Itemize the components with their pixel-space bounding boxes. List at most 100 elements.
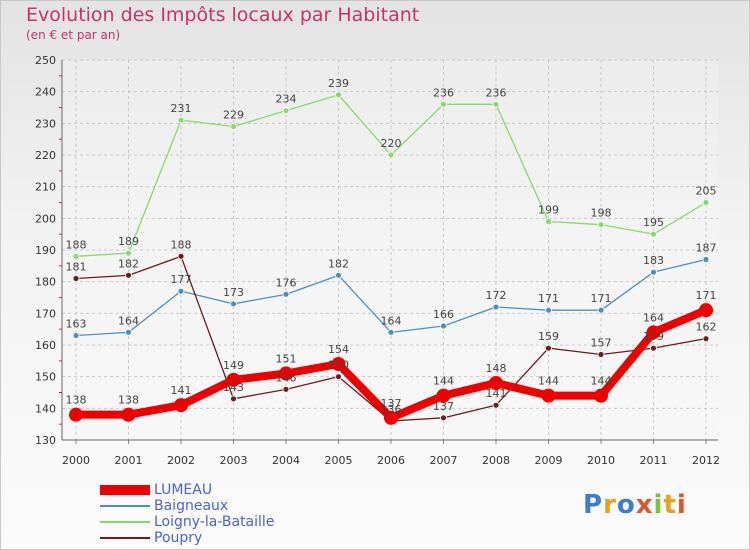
data-label: 177 — [171, 273, 192, 286]
data-label: 144 — [433, 375, 454, 388]
data-point — [282, 385, 290, 393]
data-label: 144 — [538, 375, 559, 388]
logo-letter: o — [616, 490, 636, 520]
y-tick-label: 130 — [35, 434, 56, 447]
data-label: 151 — [276, 353, 297, 366]
y-tick-label: 180 — [35, 276, 56, 289]
data-point — [597, 221, 605, 229]
data-label: 149 — [223, 359, 244, 372]
data-point — [545, 344, 552, 352]
data-label: 141 — [171, 384, 192, 397]
data-point — [226, 372, 241, 387]
y-tick-label: 220 — [35, 149, 56, 162]
data-label: 154 — [328, 343, 349, 356]
data-label: 198 — [591, 207, 612, 220]
data-point — [121, 407, 136, 422]
data-point — [387, 151, 395, 159]
logo-letter: i — [653, 490, 664, 520]
data-point — [125, 328, 132, 336]
data-point — [440, 414, 447, 422]
data-label: 138 — [66, 394, 87, 407]
legend-swatch — [100, 521, 150, 523]
y-tick-label: 200 — [35, 212, 56, 225]
data-point — [702, 199, 710, 206]
data-point — [650, 344, 657, 352]
data-point — [597, 306, 605, 314]
data-point — [174, 398, 188, 413]
x-tick-label: 2009 — [535, 454, 563, 467]
data-label: 157 — [591, 337, 612, 350]
data-label: 164 — [381, 314, 402, 327]
data-point — [279, 366, 293, 381]
data-label: 229 — [223, 109, 244, 122]
legend-label: LUMEAU — [154, 482, 213, 498]
data-label: 231 — [171, 102, 192, 115]
data-label: 141 — [486, 387, 507, 400]
data-label: 188 — [171, 238, 192, 251]
data-label: 159 — [538, 330, 559, 343]
x-tick-label: 2006 — [377, 454, 405, 467]
data-point — [177, 116, 185, 124]
data-point — [72, 275, 80, 282]
data-label: 188 — [66, 238, 87, 251]
data-point — [125, 249, 132, 257]
data-point — [440, 322, 447, 330]
data-label: 136 — [381, 403, 402, 416]
logo-letter: r — [603, 490, 617, 520]
data-label: 137 — [381, 397, 402, 410]
data-label: 164 — [643, 311, 664, 324]
data-point — [387, 328, 395, 336]
x-tick-label: 2010 — [587, 454, 615, 467]
data-point — [545, 218, 552, 225]
data-point — [125, 271, 132, 279]
data-point — [594, 388, 608, 403]
data-label: 146 — [276, 371, 297, 384]
y-tick-label: 170 — [35, 307, 56, 320]
legend-label: Baigneaux — [154, 498, 229, 514]
proxiti-logo: Proxiti — [583, 490, 687, 520]
data-point — [335, 91, 342, 99]
data-point — [650, 268, 657, 276]
data-label: 171 — [538, 292, 559, 305]
data-label: 181 — [66, 261, 87, 274]
y-tick-label: 250 — [35, 54, 56, 67]
data-point — [230, 123, 237, 130]
y-tick-label: 160 — [35, 339, 56, 352]
data-label: 144 — [591, 375, 612, 388]
legend-swatch — [100, 485, 150, 495]
data-point — [545, 306, 552, 314]
legend-swatch — [100, 505, 150, 507]
data-label: 172 — [486, 289, 507, 302]
x-tick-label: 2012 — [692, 454, 720, 467]
data-point — [702, 335, 710, 343]
data-point — [282, 290, 290, 298]
data-label: 171 — [696, 289, 717, 302]
data-label: 187 — [696, 242, 717, 255]
data-label: 199 — [538, 204, 559, 217]
data-label: 182 — [328, 257, 349, 270]
data-label: 189 — [118, 235, 139, 248]
x-tick-label: 2002 — [167, 454, 195, 467]
data-label: 234 — [276, 93, 297, 106]
data-point — [335, 373, 342, 381]
data-point — [699, 303, 713, 318]
data-point — [541, 388, 556, 403]
data-label: 166 — [433, 308, 454, 321]
data-point — [492, 303, 500, 311]
data-label: 163 — [66, 318, 87, 331]
x-tick-label: 2003 — [220, 454, 248, 467]
data-label: 159 — [643, 330, 664, 343]
data-label: 150 — [328, 359, 349, 372]
x-tick-label: 2005 — [325, 454, 353, 467]
data-label: 173 — [223, 286, 244, 299]
data-point — [177, 287, 185, 295]
legend-label: Poupry — [154, 530, 203, 546]
x-tick-label: 2000 — [62, 454, 90, 467]
data-label: 162 — [696, 321, 717, 334]
data-point — [335, 271, 342, 279]
y-tick-label: 240 — [35, 86, 56, 99]
y-tick-label: 150 — [35, 371, 56, 384]
x-tick-label: 2004 — [272, 454, 300, 467]
y-tick-label: 210 — [35, 181, 56, 194]
